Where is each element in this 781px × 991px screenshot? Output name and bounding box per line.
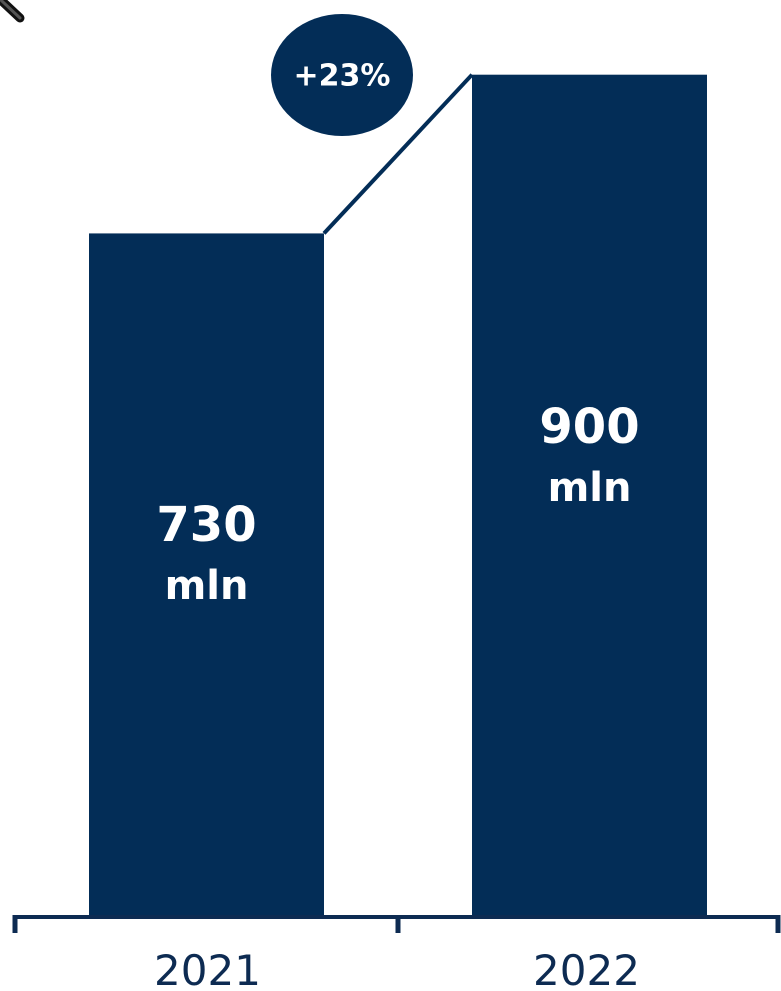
x-tick-label-2022: 2022: [533, 946, 640, 991]
bar-value-label: 730: [156, 497, 256, 553]
growth-badge-label: +23%: [294, 59, 391, 94]
bars-layer: [89, 74, 707, 916]
pen-icon: [0, 0, 25, 23]
bar-2022: [472, 74, 707, 916]
bar-unit-label: mln: [548, 465, 632, 511]
connector-layer: +23%: [271, 14, 474, 235]
growth-connector: [322, 73, 474, 235]
labels-layer: 730 mln 900 mln: [156, 399, 639, 609]
growth-badge: [271, 14, 413, 136]
bar-value-label: 900: [539, 399, 639, 455]
x-tick-label-2021: 2021: [154, 946, 261, 991]
x-axis: 2021 2022: [12, 915, 781, 991]
bar-2021: [89, 233, 324, 916]
bar-unit-label: mln: [165, 563, 249, 609]
